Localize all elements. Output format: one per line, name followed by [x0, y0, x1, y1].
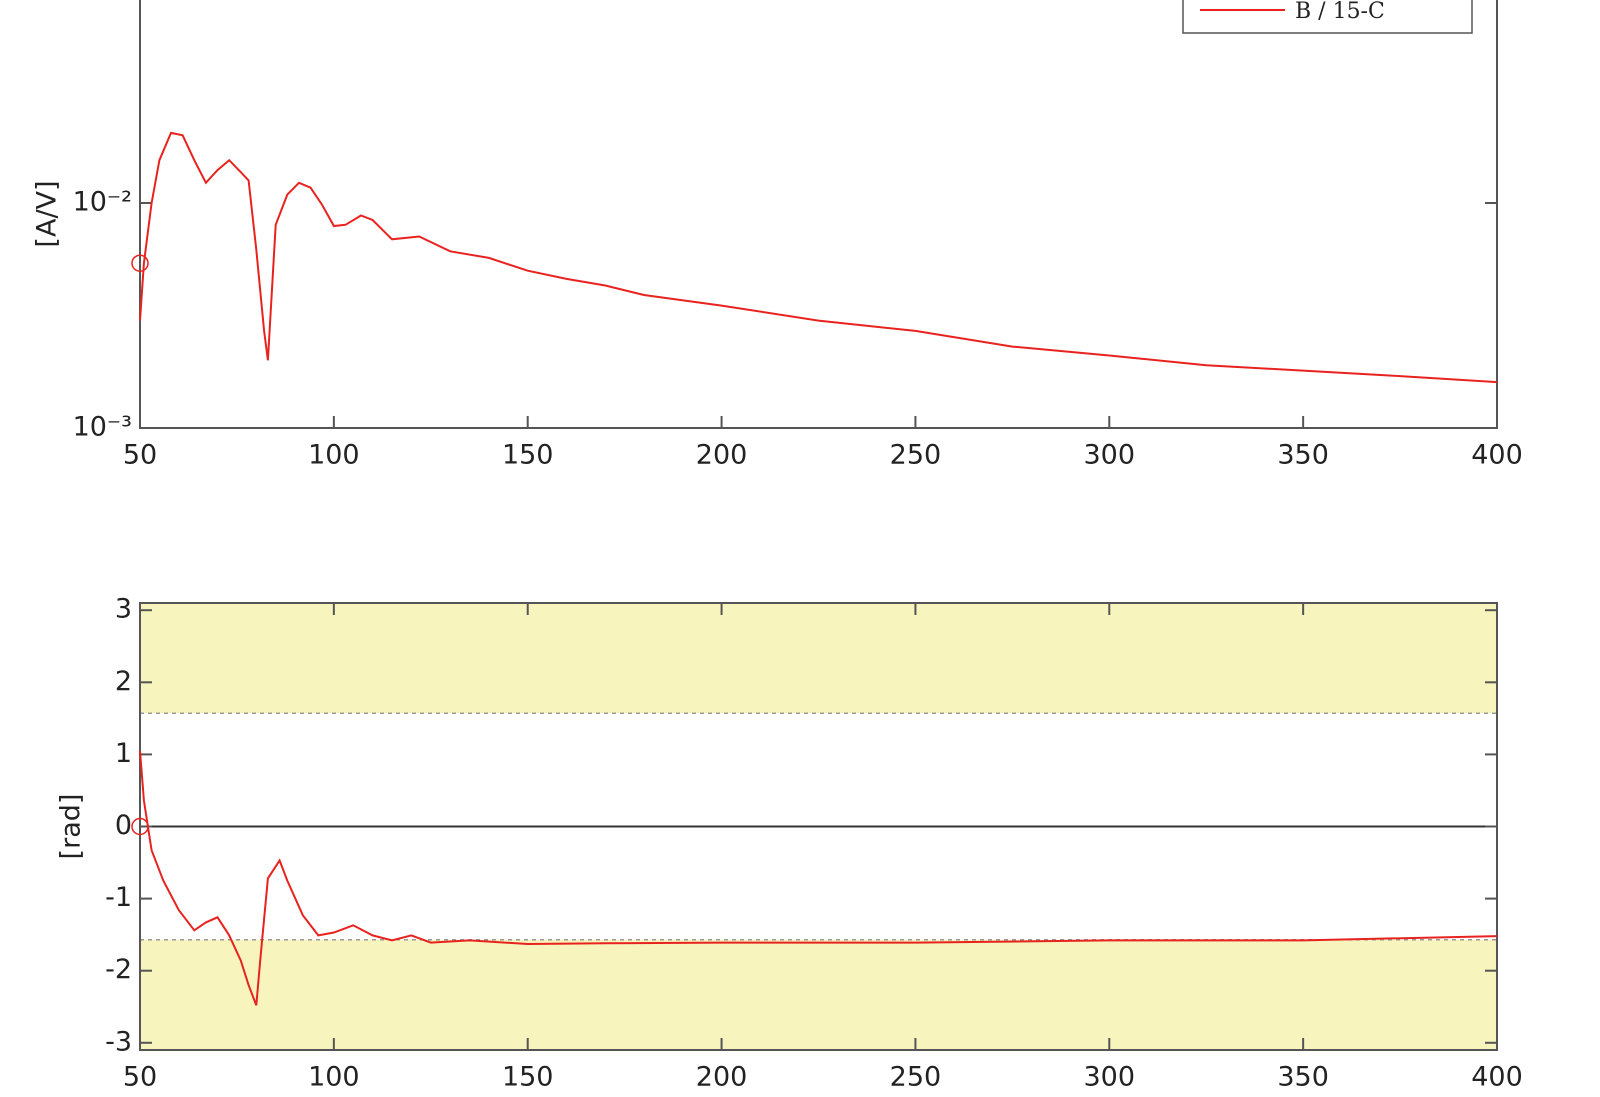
y-tick-label: -1	[105, 882, 132, 913]
data-line	[139, 131, 1498, 384]
x-tick-label: 250	[890, 1062, 942, 1093]
data-line	[139, 750, 1498, 1006]
y-axis-label: [rad]	[56, 794, 87, 860]
x-tick-label: 250	[890, 440, 942, 471]
x-tick-label: 400	[1471, 440, 1523, 471]
x-tick-label: 150	[502, 440, 554, 471]
x-tick-label: 50	[123, 440, 157, 471]
y-tick-label: 10⁻²	[73, 187, 132, 218]
shade-band	[140, 603, 1497, 714]
x-tick-label: 150	[502, 1062, 554, 1093]
x-tick-label: 300	[1084, 440, 1136, 471]
y-tick-label: 2	[115, 666, 132, 697]
shade-band	[140, 939, 1497, 1050]
legend-box	[1182, 0, 1473, 34]
y-tick-label: 3	[115, 594, 132, 625]
legend-label: B / 15-C	[1295, 0, 1385, 24]
x-tick-label: 300	[1084, 1062, 1136, 1093]
x-tick-label: 100	[308, 440, 360, 471]
y-tick-label: -3	[105, 1026, 132, 1057]
x-tick-label: 200	[696, 440, 748, 471]
y-tick-label: 10⁻³	[73, 412, 132, 443]
x-tick-label: 400	[1471, 1062, 1523, 1093]
x-tick-label: 100	[308, 1062, 360, 1093]
y-tick-label: -2	[105, 954, 132, 985]
y-axis-label: [A/V]	[32, 180, 63, 247]
marker	[131, 254, 149, 272]
x-tick-label: 350	[1277, 440, 1329, 471]
x-tick-label: 200	[696, 1062, 748, 1093]
plot-frame	[139, 0, 1498, 429]
x-tick-label: 350	[1277, 1062, 1329, 1093]
y-tick-label: 0	[115, 810, 132, 841]
x-tick-label: 50	[123, 1062, 157, 1093]
marker	[131, 817, 149, 836]
y-tick-label: 1	[115, 738, 132, 769]
